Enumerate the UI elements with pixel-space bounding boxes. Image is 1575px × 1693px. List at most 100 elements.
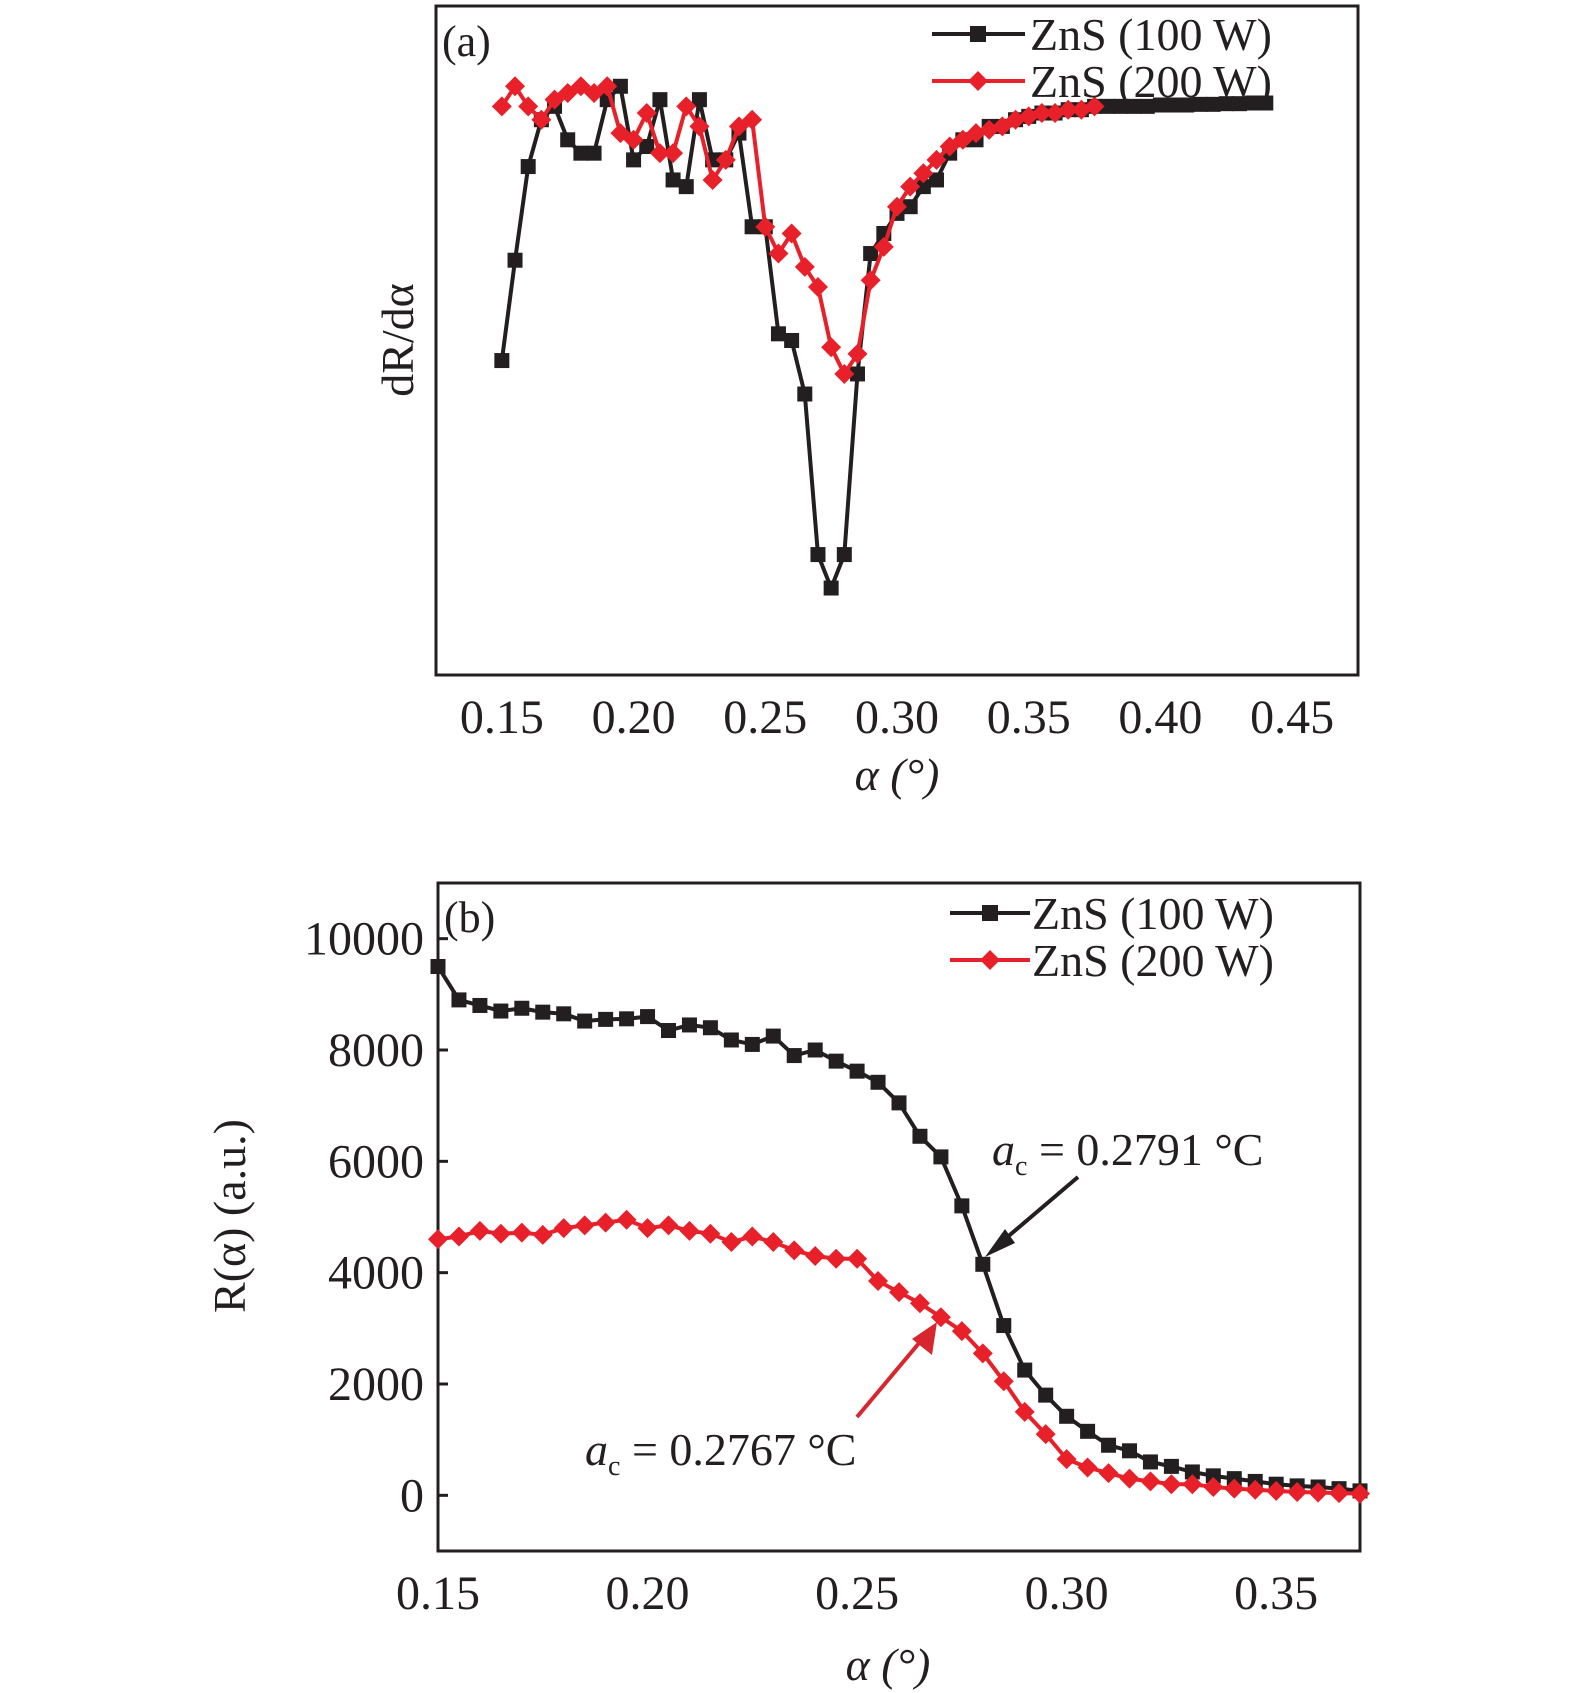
panel-b-point-100w: [493, 1003, 509, 1019]
annotation-ac-200w-arrowhead: [912, 1322, 937, 1355]
panel-b-x-axis-title: α (°): [846, 1639, 931, 1690]
panel-a-point-200w: [913, 163, 934, 184]
panel-a-point-200w: [1031, 103, 1052, 124]
panel-a-point-200w: [1058, 99, 1079, 120]
panel-b-point-200w: [511, 1222, 532, 1243]
panel-a-point-100w: [1218, 96, 1234, 112]
panel-a-point-200w: [900, 176, 921, 197]
panel-a-point-200w: [676, 96, 697, 117]
panel-a-point-100w: [1126, 98, 1142, 114]
panel-a-point-200w: [649, 143, 670, 164]
panel-a-chart: 0.15 0.20 0.25 0.30 0.35 0.40 0.45 (a) ZnS (10…: [372, 4, 1360, 800]
panel-b-point-200w: [742, 1226, 763, 1247]
panel-b-y-tick-label: 0: [400, 1469, 424, 1522]
panel-b-point-200w: [826, 1248, 847, 1269]
panel-a-point-200w: [926, 149, 947, 170]
panel-b-y-tick-label: 2000: [328, 1358, 424, 1411]
panel-b-point-200w: [490, 1223, 511, 1244]
panel-b-point-200w: [658, 1215, 679, 1236]
annotation-ac-100w-arrowhead: [985, 1229, 1015, 1257]
panel-a-point-200w: [781, 223, 802, 244]
panel-a-point-200w: [663, 143, 684, 164]
panel-b-point-200w: [1287, 1481, 1308, 1502]
panel-a-point-200w: [531, 109, 552, 130]
legend-b-label-200w: ZnS (200 W): [1032, 935, 1274, 986]
panel-b-y-tick-label: 8000: [328, 1024, 424, 1077]
panel-b-point-200w: [1098, 1463, 1119, 1484]
panel-b-point-200w: [428, 1229, 448, 1250]
panel-b-y-tick-label: 4000: [328, 1247, 424, 1300]
panel-a-x-tick-label: 0.20: [592, 691, 676, 744]
panel-b-point-200w: [1119, 1468, 1140, 1489]
panel-a-point-200w: [887, 196, 907, 217]
panel-a-x-tick-label: 0.25: [723, 691, 807, 744]
panel-b-point-200w: [1245, 1479, 1266, 1500]
panel-a-point-100w: [665, 172, 681, 188]
panel-a-plot-frame: [434, 4, 1360, 677]
panel-b-label: (b): [444, 893, 495, 942]
panel-a-point-100w: [560, 132, 576, 148]
panel-a-point-200w: [702, 169, 723, 190]
panel-a-point-100w: [915, 179, 931, 195]
panel-b-series: [428, 959, 1370, 1504]
panel-b-point-100w: [640, 1009, 656, 1025]
panel-a-point-100w: [849, 366, 865, 382]
panel-b-point-200w: [889, 1282, 909, 1303]
panel-a-point-100w: [810, 547, 826, 563]
legend-b-marker-200w: [980, 950, 1000, 970]
panel-a-point-200w: [807, 276, 828, 297]
panel-a-point-100w: [836, 547, 852, 563]
panel-a-point-100w: [823, 580, 839, 596]
panel-a-point-200w: [636, 103, 657, 124]
panel-b-point-100w: [933, 1149, 949, 1165]
panel-a-point-100w: [1166, 97, 1182, 113]
panel-b-y-tick-label: 10000: [304, 913, 424, 966]
panel-a-legend: ZnS (100 W) ZnS (200 W): [932, 9, 1272, 107]
panel-b-plot-frame: [436, 881, 1362, 1553]
panel-b-point-200w: [1350, 1483, 1370, 1504]
panel-a-point-100w: [586, 145, 602, 161]
panel-b-point-200w: [1014, 1401, 1035, 1422]
panel-a-point-100w: [1139, 98, 1155, 114]
panel-b-point-200w: [679, 1220, 700, 1241]
panel-b-x-tick-label: 0.15: [396, 1567, 480, 1620]
annotation-ac-200w-arrow: [855, 1334, 927, 1419]
panel-a-point-100w: [573, 145, 589, 161]
annotation-ac-200w-text: ac = 0.2767 °C: [585, 1424, 856, 1482]
panel-a-point-200w: [873, 236, 894, 257]
panel-b-point-100w: [451, 992, 467, 1008]
panel-b-point-100w: [535, 1004, 551, 1020]
panel-b-chart: 0.15 0.20 0.25 0.30 0.35 0 2000 4000 6000 8000 100…: [204, 881, 1370, 1690]
panel-a-x-ticks: 0.15 0.20 0.25 0.30 0.35 0.40 0.45: [460, 691, 1334, 744]
panel-a-point-100w: [691, 92, 707, 108]
panel-b-point-200w: [909, 1293, 930, 1314]
panel-a-point-100w: [744, 219, 760, 235]
panel-b-point-100w: [514, 1000, 530, 1016]
panel-b-point-100w: [1205, 1468, 1221, 1484]
panel-a-point-200w: [821, 337, 842, 358]
panel-a-series-line-100w: [499, 84, 1266, 591]
panel-a-point-100w: [1205, 96, 1221, 112]
panel-b-legend: ZnS (100 W) ZnS (200 W): [950, 888, 1274, 986]
panel-a-point-100w: [770, 326, 786, 342]
panel-b-point-200w: [847, 1248, 868, 1269]
panel-b-point-100w: [1038, 1387, 1054, 1403]
panel-b-point-200w: [595, 1212, 616, 1233]
panel-b-x-tick-label: 0.35: [1234, 1567, 1318, 1620]
panel-a-point-200w: [597, 76, 618, 97]
panel-b-point-100w: [472, 997, 488, 1013]
panel-a-point-100w: [929, 172, 945, 188]
panel-b-point-200w: [1329, 1483, 1350, 1504]
panel-b-point-100w: [1017, 1362, 1033, 1378]
legend-b-label-100w: ZnS (100 W): [1032, 888, 1274, 939]
panel-b-point-100w: [661, 1023, 676, 1039]
panel-a-point-200w: [847, 343, 868, 364]
panel-b-point-100w: [1059, 1408, 1075, 1424]
panel-b-point-100w: [954, 1198, 970, 1214]
legend-a-label-200w: ZnS (200 W): [1030, 56, 1272, 107]
panel-b-point-200w: [951, 1321, 972, 1342]
panel-b-point-200w: [868, 1271, 889, 1292]
panel-a-point-200w: [518, 96, 539, 117]
panel-b-y-tick-label: 6000: [328, 1135, 424, 1188]
panel-a-x-tick-label: 0.40: [1118, 691, 1202, 744]
